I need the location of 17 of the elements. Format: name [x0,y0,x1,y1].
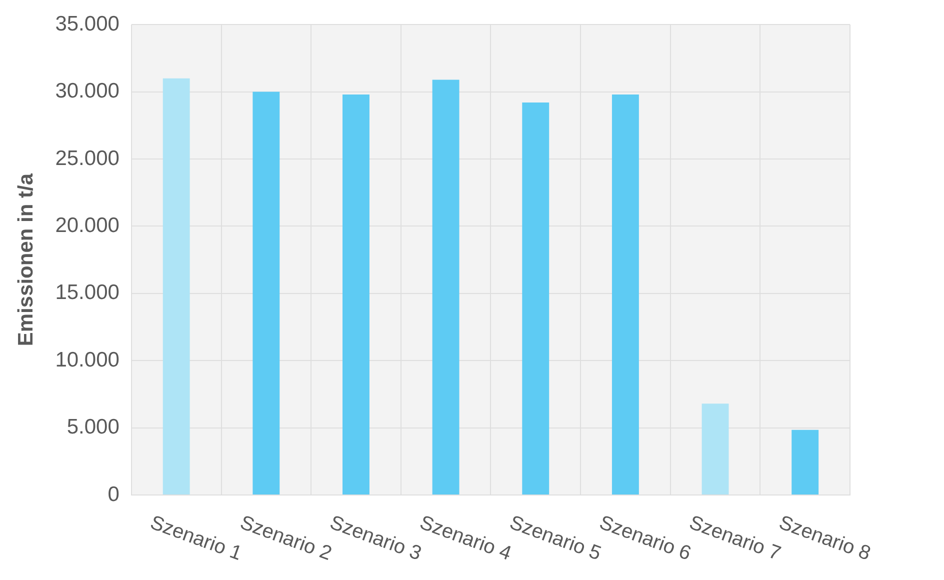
bar [792,430,819,494]
y-tick-label: 20.000 [55,214,120,237]
bar [522,102,550,494]
y-tick-label: 30.000 [55,80,120,103]
bar [162,78,190,494]
y-tick-label: 25.000 [55,146,120,170]
y-tick-label: 35.000 [55,12,120,36]
bar [612,94,639,494]
bar [252,92,280,494]
y-tick-label: 10.000 [55,348,120,372]
y-tick-label: 15.000 [55,281,120,304]
y-tick-label: 0 [108,482,120,506]
bar [432,80,460,494]
y-tick-label: 5.000 [66,416,120,439]
y-axis-title: Emissionen in t/a [14,173,38,346]
bar [342,94,370,494]
bar [702,404,729,494]
